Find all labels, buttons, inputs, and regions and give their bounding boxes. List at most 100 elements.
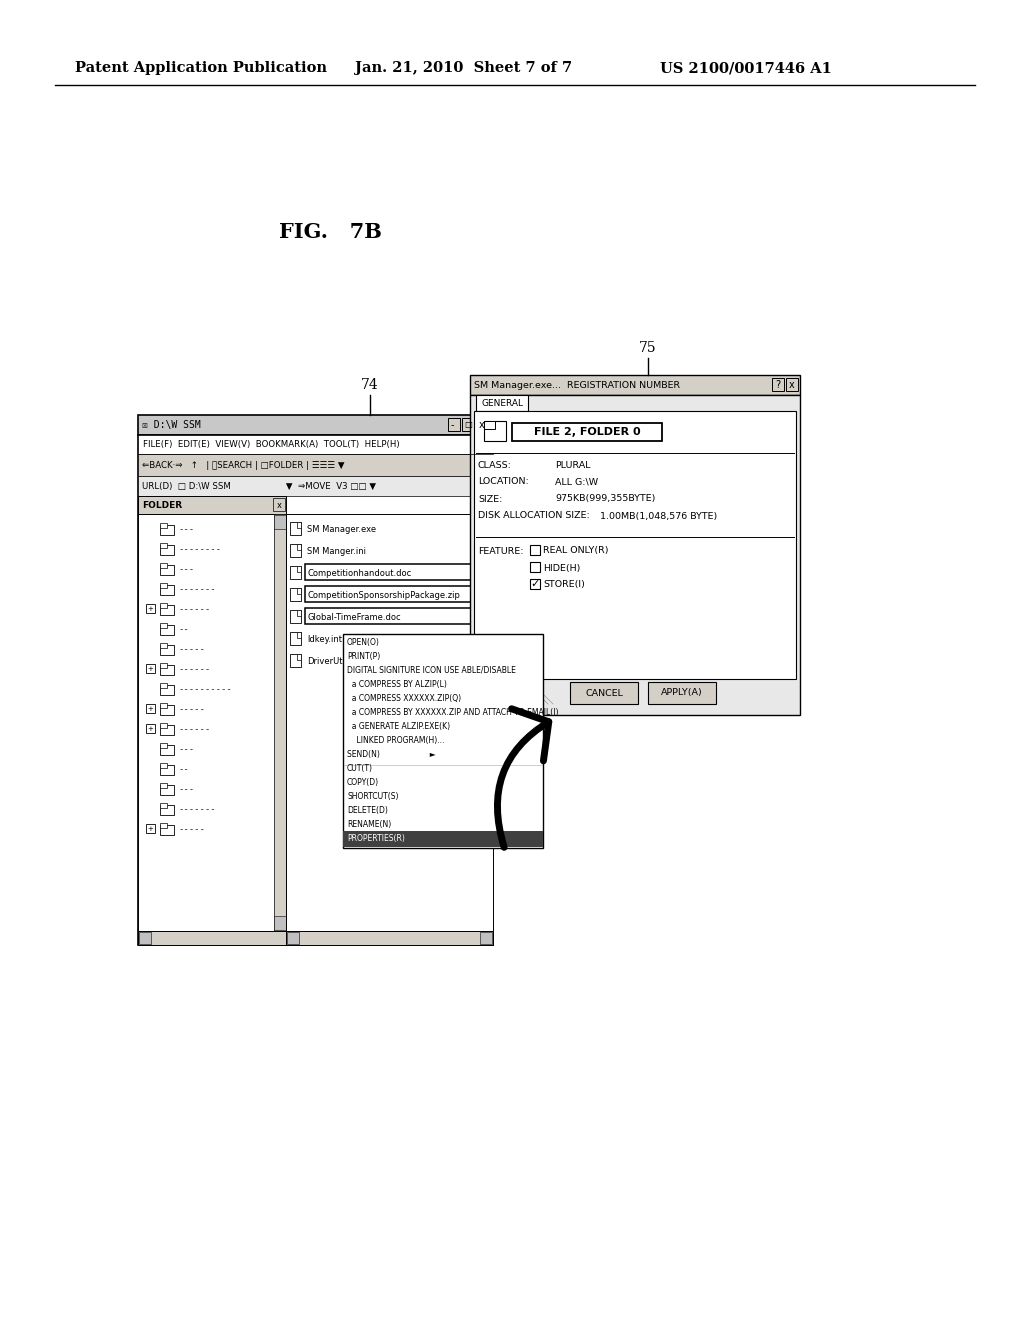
- Text: Patent Application Publication: Patent Application Publication: [75, 61, 327, 75]
- Text: ?: ?: [775, 380, 780, 389]
- Text: SM Manager.exe: SM Manager.exe: [307, 524, 376, 533]
- FancyBboxPatch shape: [786, 378, 798, 391]
- Text: FOLDER: FOLDER: [142, 500, 182, 510]
- FancyBboxPatch shape: [146, 723, 155, 733]
- FancyBboxPatch shape: [484, 421, 506, 441]
- FancyBboxPatch shape: [160, 605, 174, 615]
- FancyBboxPatch shape: [160, 585, 174, 595]
- FancyBboxPatch shape: [297, 544, 301, 550]
- FancyBboxPatch shape: [160, 785, 174, 795]
- Text: LINKED PROGRAM(H)...: LINKED PROGRAM(H)...: [347, 735, 444, 744]
- Text: ------: ------: [178, 726, 210, 734]
- FancyBboxPatch shape: [287, 932, 299, 944]
- Text: ---: ---: [178, 785, 195, 795]
- FancyBboxPatch shape: [160, 665, 174, 675]
- FancyBboxPatch shape: [160, 705, 174, 715]
- FancyBboxPatch shape: [138, 513, 286, 931]
- FancyBboxPatch shape: [160, 565, 174, 576]
- Text: OPEN(O): OPEN(O): [347, 638, 380, 647]
- Text: DELETE(D): DELETE(D): [347, 805, 388, 814]
- Text: GENERAL: GENERAL: [481, 399, 523, 408]
- FancyBboxPatch shape: [530, 579, 540, 589]
- Text: DriverUtil.log: DriverUtil.log: [307, 656, 362, 665]
- FancyBboxPatch shape: [160, 743, 167, 748]
- Text: ALL G:\W: ALL G:\W: [555, 478, 598, 487]
- Text: ---: ---: [178, 565, 195, 574]
- Text: -----: -----: [178, 825, 205, 834]
- Text: CUT(T): CUT(T): [347, 763, 373, 772]
- Text: HIDE(H): HIDE(H): [543, 564, 581, 573]
- FancyBboxPatch shape: [160, 624, 174, 635]
- FancyBboxPatch shape: [290, 610, 301, 623]
- FancyBboxPatch shape: [512, 422, 662, 441]
- FancyBboxPatch shape: [286, 931, 493, 945]
- FancyBboxPatch shape: [160, 825, 174, 836]
- FancyBboxPatch shape: [480, 932, 492, 944]
- FancyBboxPatch shape: [476, 395, 528, 411]
- FancyBboxPatch shape: [343, 832, 543, 847]
- Text: +: +: [147, 726, 153, 733]
- FancyBboxPatch shape: [160, 682, 167, 688]
- FancyBboxPatch shape: [274, 916, 286, 931]
- FancyBboxPatch shape: [146, 704, 155, 713]
- Text: -------: -------: [178, 586, 216, 594]
- FancyBboxPatch shape: [290, 587, 301, 601]
- Text: a GENERATE ALZIP.EXE(K): a GENERATE ALZIP.EXE(K): [347, 722, 451, 730]
- FancyBboxPatch shape: [160, 603, 167, 609]
- Text: LOCATION:: LOCATION:: [478, 478, 528, 487]
- Text: +: +: [147, 667, 153, 672]
- FancyBboxPatch shape: [160, 766, 174, 775]
- Text: SM Manger.ini: SM Manger.ini: [307, 546, 366, 556]
- Text: +: +: [147, 706, 153, 711]
- FancyBboxPatch shape: [138, 454, 493, 477]
- FancyBboxPatch shape: [274, 513, 286, 931]
- FancyBboxPatch shape: [160, 744, 174, 755]
- FancyBboxPatch shape: [273, 498, 285, 511]
- Text: ldkey.int: ldkey.int: [307, 635, 342, 644]
- Text: x: x: [790, 380, 795, 389]
- FancyBboxPatch shape: [160, 543, 167, 548]
- FancyBboxPatch shape: [462, 418, 474, 432]
- FancyBboxPatch shape: [449, 418, 460, 432]
- FancyBboxPatch shape: [160, 704, 167, 708]
- FancyBboxPatch shape: [297, 610, 301, 616]
- Text: ✓: ✓: [530, 579, 540, 589]
- Text: DIGITAL SIGNITURE ICON USE ABLE/DISABLE: DIGITAL SIGNITURE ICON USE ABLE/DISABLE: [347, 665, 516, 675]
- FancyBboxPatch shape: [476, 418, 488, 432]
- Text: SEND(N)                     ►: SEND(N) ►: [347, 750, 435, 759]
- Text: APPLY(A): APPLY(A): [662, 689, 702, 697]
- FancyBboxPatch shape: [290, 632, 301, 645]
- FancyBboxPatch shape: [160, 645, 174, 655]
- FancyBboxPatch shape: [138, 931, 493, 945]
- FancyBboxPatch shape: [470, 395, 800, 715]
- FancyBboxPatch shape: [297, 587, 301, 594]
- Text: SM Manager.exe...  REGISTRATION NUMBER: SM Manager.exe... REGISTRATION NUMBER: [474, 380, 680, 389]
- FancyBboxPatch shape: [474, 411, 796, 678]
- Text: US 2100/0017446 A1: US 2100/0017446 A1: [660, 61, 831, 75]
- Text: a COMPRESS BY ALZIP(L): a COMPRESS BY ALZIP(L): [347, 680, 446, 689]
- FancyBboxPatch shape: [160, 523, 167, 528]
- FancyBboxPatch shape: [160, 623, 167, 628]
- FancyBboxPatch shape: [290, 566, 301, 579]
- FancyBboxPatch shape: [160, 803, 167, 808]
- Text: --: --: [178, 626, 188, 635]
- FancyBboxPatch shape: [480, 932, 492, 944]
- FancyBboxPatch shape: [160, 763, 167, 768]
- Text: CompetitionSponsorshipPackage.zip: CompetitionSponsorshipPackage.zip: [307, 590, 460, 599]
- FancyBboxPatch shape: [305, 609, 490, 624]
- FancyBboxPatch shape: [570, 682, 638, 704]
- FancyBboxPatch shape: [484, 421, 495, 429]
- FancyBboxPatch shape: [138, 436, 493, 945]
- FancyBboxPatch shape: [146, 664, 155, 673]
- Text: FILE 2, FOLDER 0: FILE 2, FOLDER 0: [534, 426, 640, 437]
- Text: FIG.   7B: FIG. 7B: [279, 222, 381, 242]
- FancyBboxPatch shape: [274, 515, 286, 529]
- Text: PROPERTIES(R): PROPERTIES(R): [347, 833, 404, 842]
- Text: COPY(D): COPY(D): [347, 777, 379, 787]
- Text: 75: 75: [639, 341, 656, 355]
- Text: URL(D)  □ D:\W SSM                    ▼  ⇒MOVE  V3 □□ ▼: URL(D) □ D:\W SSM ▼ ⇒MOVE V3 □□ ▼: [142, 482, 376, 491]
- FancyBboxPatch shape: [160, 525, 174, 535]
- FancyBboxPatch shape: [530, 545, 540, 554]
- Text: FILE(F)  EDIT(E)  VIEW(V)  BOOKMARK(A)  TOOL(T)  HELP(H): FILE(F) EDIT(E) VIEW(V) BOOKMARK(A) TOOL…: [143, 441, 399, 450]
- FancyBboxPatch shape: [138, 477, 493, 496]
